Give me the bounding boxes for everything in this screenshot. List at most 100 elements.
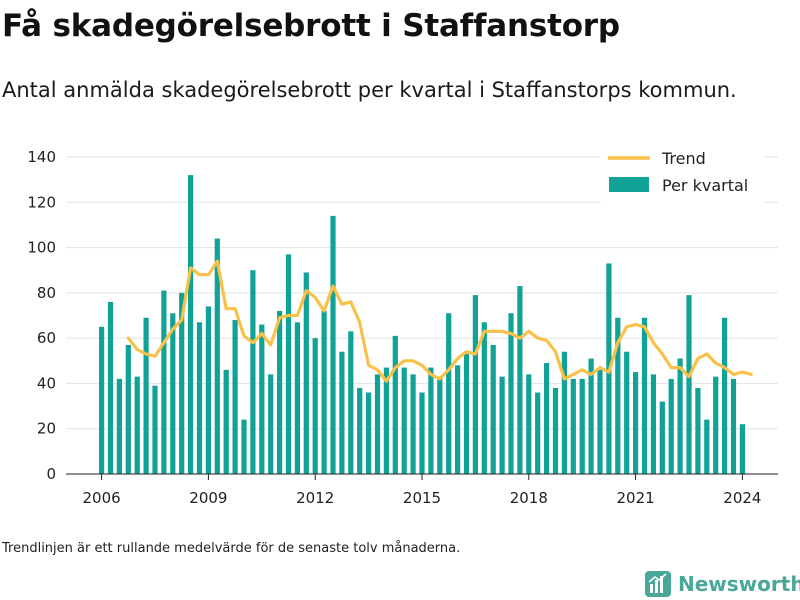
legend-background: [601, 141, 765, 205]
y-tick-label: 0: [46, 465, 56, 483]
bar: [695, 387, 701, 474]
bar: [357, 387, 363, 474]
x-tick-label: 2015: [403, 489, 441, 507]
chart-subtitle: Antal anmälda skadegörelsebrott per kvar…: [2, 78, 737, 102]
x-tick-label: 2024: [723, 489, 761, 507]
newsworthy-logo-icon: [645, 571, 671, 597]
y-tick-label: 40: [37, 374, 56, 392]
bar: [508, 313, 514, 474]
bar: [437, 376, 443, 474]
x-tick-label: 2018: [510, 489, 548, 507]
bar: [410, 374, 416, 474]
y-tick-label: 120: [27, 193, 56, 211]
legend-trend-label: Trend: [661, 149, 706, 168]
bar: [686, 295, 692, 474]
bar: [250, 270, 256, 474]
x-tick-label: 2009: [189, 489, 227, 507]
bar: [285, 254, 292, 474]
bar: [179, 292, 185, 474]
bar: [490, 344, 496, 474]
bar: [499, 376, 505, 474]
legend: Trend Per kvartal: [601, 141, 765, 205]
gridlines: [66, 156, 778, 430]
bar: [535, 392, 541, 474]
x-tick-label: 2021: [617, 489, 655, 507]
bar: [428, 367, 434, 474]
bar: [722, 317, 728, 474]
bar: [99, 326, 105, 474]
bar: [624, 351, 630, 474]
x-axis: 2006 2009 2012 2015 2018 2021 2024: [66, 473, 778, 507]
bar: [107, 301, 114, 474]
bar: [348, 331, 354, 474]
y-tick-label: 100: [27, 239, 56, 257]
bar: [517, 286, 523, 474]
bar: [650, 374, 656, 474]
bar: [268, 374, 274, 474]
bar: [659, 401, 665, 474]
bar: [570, 378, 576, 474]
bars-per-kvartal: [99, 175, 745, 474]
bar: [223, 369, 229, 474]
x-tick-label: 2012: [296, 489, 334, 507]
bar: [339, 351, 345, 474]
y-tick-label: 80: [37, 284, 56, 302]
bar: [330, 215, 336, 474]
bar: [188, 175, 194, 474]
bar: [259, 324, 265, 474]
bar: [730, 378, 737, 474]
newsworthy-brand: Newsworthy: [644, 568, 800, 600]
brand-name: Newsworthy: [678, 572, 800, 596]
y-tick-label: 60: [37, 329, 56, 347]
y-tick-label: 140: [27, 148, 56, 166]
bar: [294, 322, 300, 474]
bar: [383, 367, 389, 474]
x-tick-label: 2006: [83, 489, 121, 507]
bar: [152, 385, 158, 474]
bar: [241, 419, 247, 474]
bar: [455, 365, 461, 474]
bar: [125, 344, 131, 474]
chart-container: 0 20 40 60 80 100 120 140 2006 2009 2012 2015 2018 2…: [0, 140, 800, 520]
bar: [704, 419, 710, 474]
legend-per-kvartal-swatch: [609, 177, 649, 192]
bar: [615, 317, 621, 474]
bar: [321, 310, 327, 474]
bar: [366, 392, 372, 474]
bar: [214, 238, 220, 474]
bar: [277, 310, 283, 474]
bar: [303, 272, 309, 474]
bar: [544, 363, 550, 474]
bar: [170, 313, 176, 474]
bar: [134, 376, 140, 474]
bar: [597, 369, 603, 474]
bar: [633, 372, 639, 474]
bar: [739, 424, 745, 474]
bar: [463, 353, 470, 474]
bar: [419, 392, 425, 474]
trend-line-layer: [126, 259, 753, 383]
bar: [561, 351, 567, 474]
legend-per-kvartal-label: Per kvartal: [662, 176, 748, 195]
bar: [312, 338, 318, 474]
bar: [526, 374, 532, 474]
y-axis-tick-labels: 0 20 40 60 80 100 120 140: [27, 148, 56, 483]
bar: [401, 367, 407, 474]
bar: [579, 378, 585, 474]
bar: [641, 317, 648, 474]
bar: [668, 378, 674, 474]
bar: [116, 378, 122, 474]
bar: [392, 335, 398, 474]
bar: [446, 313, 452, 474]
bar: [677, 358, 683, 474]
bar: [481, 322, 487, 474]
bar: [205, 306, 211, 474]
bar: [588, 358, 594, 474]
bar: [232, 320, 238, 474]
bar: [196, 322, 203, 474]
bar: [552, 387, 559, 474]
bar: [472, 295, 478, 474]
bar: [161, 290, 167, 474]
bar: [713, 376, 719, 474]
